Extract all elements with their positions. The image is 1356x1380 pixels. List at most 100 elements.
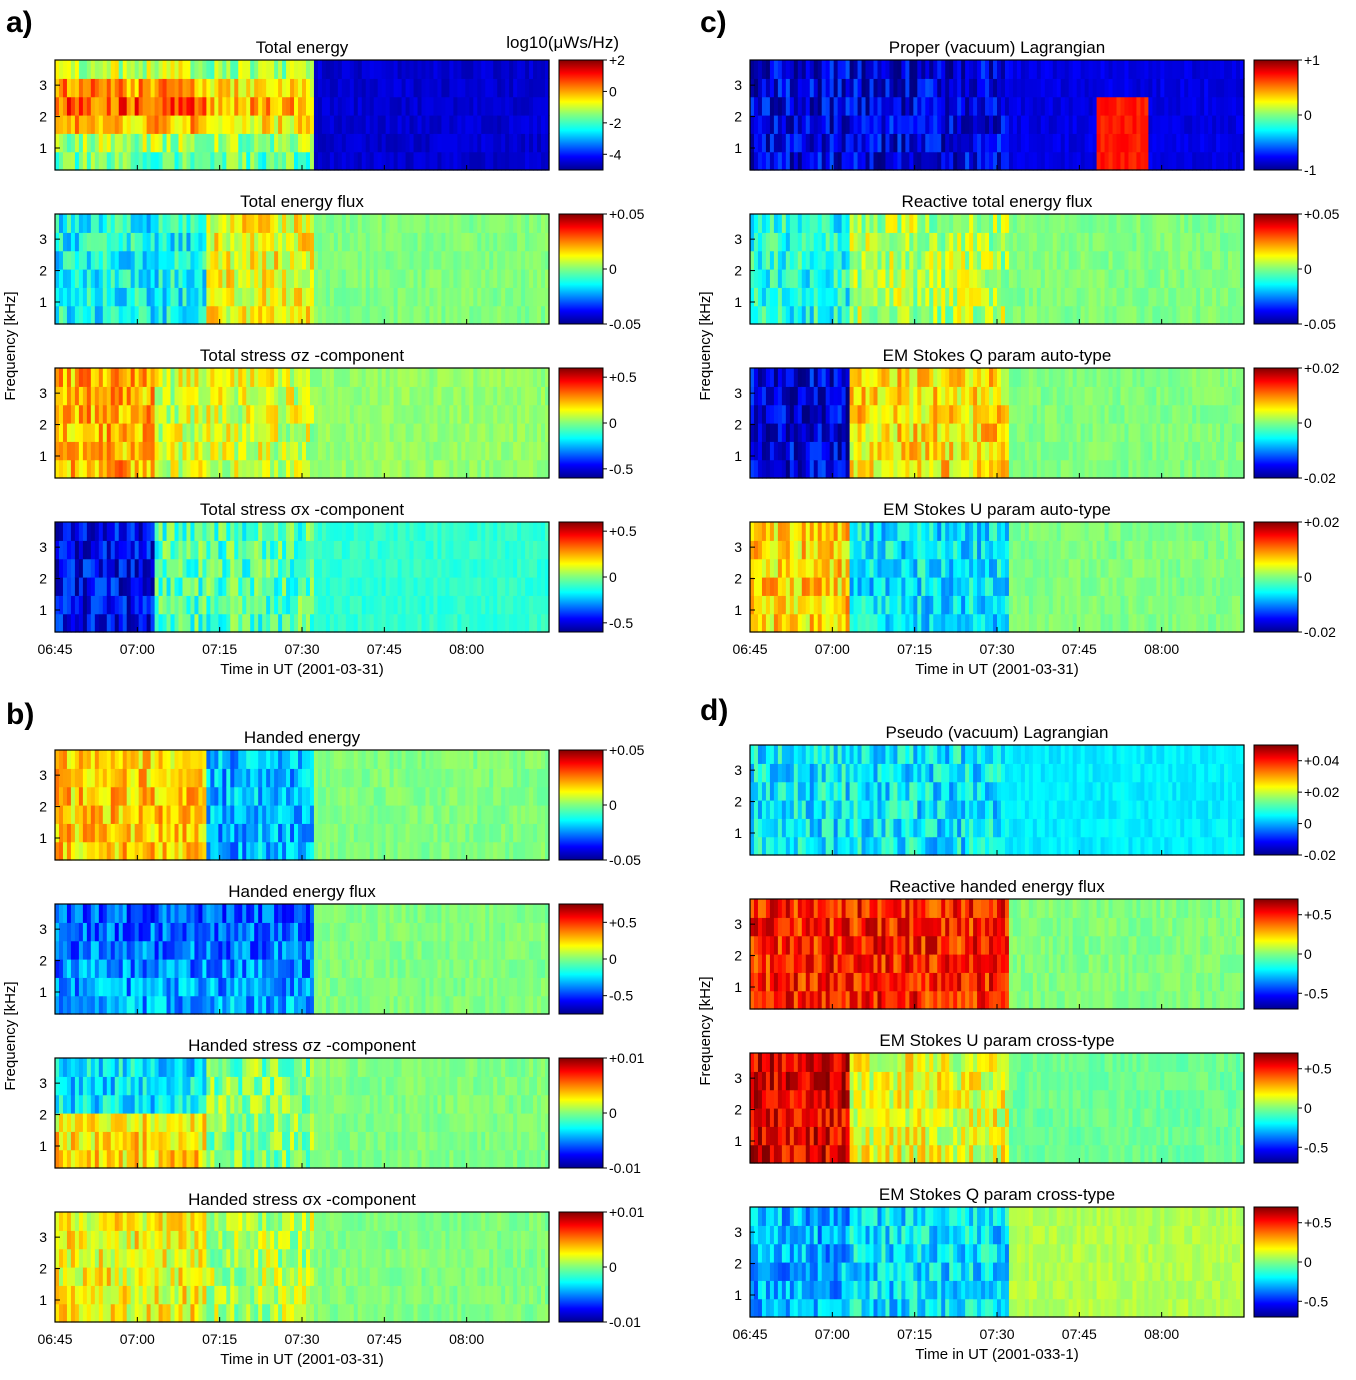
heatmap-cell bbox=[134, 1149, 140, 1169]
heatmap-cell bbox=[178, 540, 184, 560]
heatmap-cell bbox=[381, 368, 387, 387]
heatmap-cell bbox=[126, 250, 132, 270]
heatmap-cell bbox=[545, 133, 550, 153]
heatmap-cell bbox=[122, 423, 128, 442]
heatmap-cell bbox=[409, 287, 415, 307]
heatmap-cell bbox=[202, 522, 207, 541]
heatmap-cell bbox=[234, 1076, 239, 1096]
heatmap-cell bbox=[473, 922, 478, 942]
heatmap-cell bbox=[449, 441, 454, 461]
heatmap-cell bbox=[485, 133, 490, 153]
heatmap-cell bbox=[461, 115, 466, 134]
heatmap-cell bbox=[545, 287, 550, 307]
heatmap-cell bbox=[98, 786, 104, 806]
heatmap-cell bbox=[194, 750, 200, 769]
heatmap-cell bbox=[309, 78, 315, 98]
heatmap-cell bbox=[290, 1076, 295, 1096]
heatmap-cell bbox=[377, 250, 383, 270]
heatmap-cell bbox=[198, 940, 203, 960]
heatmap-cell bbox=[122, 214, 128, 233]
heatmap-cell bbox=[489, 613, 494, 633]
heatmap-cell bbox=[266, 151, 271, 171]
heatmap-cell bbox=[521, 959, 526, 978]
heatmap-cell bbox=[321, 750, 327, 769]
heatmap-cell bbox=[469, 805, 474, 824]
heatmap-cell bbox=[106, 558, 112, 578]
heatmap-cell bbox=[353, 540, 359, 560]
heatmap-cell bbox=[178, 386, 184, 406]
heatmap-cell bbox=[198, 404, 203, 424]
heatmap-cell bbox=[449, 151, 454, 171]
heatmap-cell bbox=[290, 1113, 295, 1132]
heatmap-cell bbox=[529, 922, 534, 942]
heatmap-cell bbox=[270, 232, 275, 252]
heatmap-cell bbox=[545, 613, 550, 633]
heatmap-cell bbox=[198, 823, 203, 843]
heatmap-cell bbox=[282, 1094, 287, 1114]
heatmap-cell bbox=[118, 904, 124, 923]
heatmap-cell bbox=[158, 959, 164, 978]
heatmap-cell bbox=[294, 78, 299, 98]
heatmap-cell bbox=[509, 750, 514, 769]
heatmap-cell bbox=[425, 922, 431, 942]
heatmap-cell bbox=[457, 922, 462, 942]
heatmap-cell bbox=[258, 404, 263, 424]
heatmap-cell bbox=[369, 558, 375, 578]
heatmap-cell bbox=[501, 441, 506, 461]
heatmap-cell bbox=[429, 977, 435, 997]
heatmap-cell bbox=[194, 287, 200, 307]
heatmap-cell bbox=[353, 151, 359, 171]
heatmap-cell bbox=[365, 841, 371, 861]
heatmap-cell bbox=[102, 1131, 108, 1151]
heatmap-cell bbox=[373, 115, 379, 134]
heatmap-cell bbox=[309, 805, 315, 824]
heatmap-cell bbox=[210, 805, 215, 824]
heatmap-cell bbox=[90, 60, 96, 79]
heatmap-cell bbox=[58, 78, 64, 98]
heatmap-cell bbox=[513, 613, 518, 633]
heatmap-cell bbox=[413, 133, 419, 153]
heatmap-cell bbox=[78, 368, 84, 387]
heatmap-cell bbox=[262, 1094, 267, 1114]
heatmap-cell bbox=[377, 78, 383, 98]
heatmap-cell bbox=[302, 1131, 307, 1151]
heatmap-cell bbox=[266, 287, 271, 307]
heatmap-cell bbox=[465, 60, 470, 79]
heatmap-cell bbox=[86, 1131, 92, 1151]
heatmap-cell bbox=[397, 558, 403, 578]
heatmap-cell bbox=[174, 423, 180, 442]
heatmap-cell bbox=[250, 940, 255, 960]
heatmap-cell bbox=[361, 250, 367, 270]
heatmap-cell bbox=[198, 459, 203, 479]
heatmap-cell bbox=[525, 78, 530, 98]
heatmap-cell bbox=[138, 995, 144, 1015]
heatmap-cell bbox=[94, 940, 100, 960]
heatmap-cell bbox=[134, 1113, 140, 1132]
heatmap-cell bbox=[445, 750, 450, 769]
heatmap-cell bbox=[381, 115, 387, 134]
heatmap-cell bbox=[206, 423, 211, 442]
heatmap-cell bbox=[226, 1094, 231, 1114]
heatmap-cell bbox=[329, 904, 335, 923]
heatmap-cell bbox=[533, 305, 538, 325]
heatmap-cell bbox=[309, 841, 315, 861]
heatmap-cell bbox=[142, 368, 148, 387]
heatmap-cell bbox=[537, 368, 542, 387]
heatmap-cell bbox=[142, 269, 148, 288]
heatmap-cell bbox=[401, 977, 407, 997]
heatmap-cell bbox=[102, 60, 108, 79]
heatmap-cell bbox=[493, 305, 498, 325]
heatmap-cell bbox=[377, 922, 383, 942]
heatmap-cell bbox=[98, 287, 104, 307]
heatmap-cell bbox=[178, 750, 184, 769]
heatmap-cell bbox=[110, 786, 116, 806]
heatmap-cell bbox=[321, 959, 327, 978]
heatmap-cell bbox=[389, 940, 395, 960]
heatmap-cell bbox=[114, 368, 120, 387]
heatmap-cell bbox=[110, 768, 116, 788]
heatmap-cell bbox=[66, 750, 72, 769]
heatmap-cell bbox=[146, 133, 152, 153]
heatmap-cell bbox=[437, 959, 443, 978]
heatmap-cell bbox=[461, 459, 466, 479]
heatmap-cell bbox=[106, 1076, 112, 1096]
